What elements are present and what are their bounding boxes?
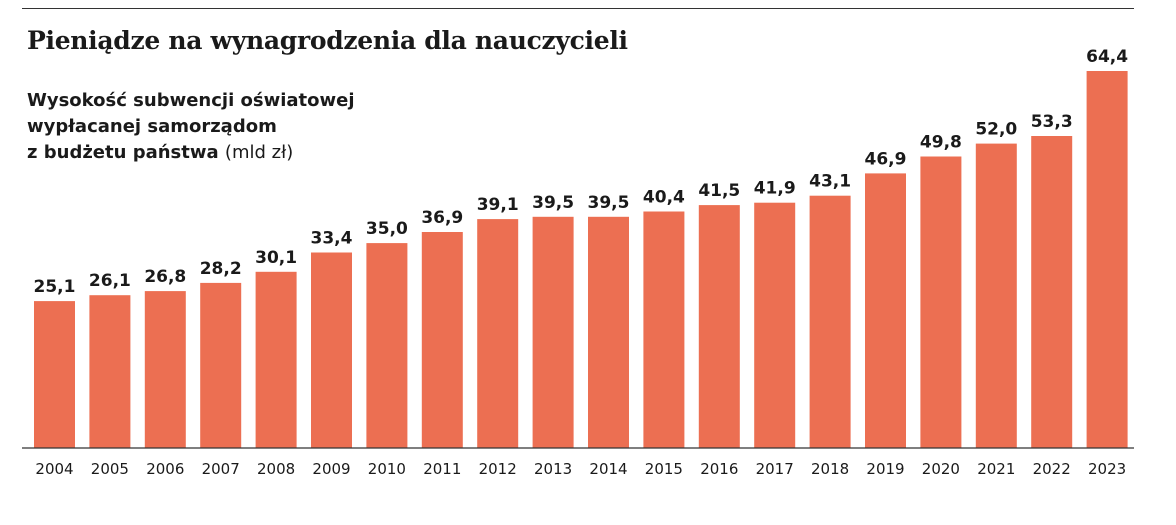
bar-2006: [144, 291, 186, 448]
value-label-2004: 25,1: [34, 277, 76, 297]
x-tick-label-2015: 2015: [645, 460, 683, 478]
subtitle-line-3: z budżetu państwa: [27, 142, 219, 163]
bar-2007: [200, 282, 242, 448]
bar-2016: [698, 205, 740, 448]
bar-2014: [588, 216, 629, 448]
x-tick-label-2020: 2020: [922, 460, 960, 478]
bars-group: [34, 71, 1128, 448]
value-label-2009: 33,4: [311, 229, 353, 249]
value-label-2010: 35,0: [366, 219, 408, 239]
value-label-2018: 43,1: [809, 172, 851, 192]
subtitle-line-2: wypłacanej samorządom: [27, 116, 277, 137]
value-label-2019: 46,9: [865, 149, 907, 169]
x-tick-label-2023: 2023: [1088, 460, 1126, 478]
x-tick-label-2008: 2008: [257, 460, 295, 478]
bar-2023: [1086, 71, 1128, 448]
x-tick-label-2018: 2018: [811, 460, 849, 478]
value-label-2021: 52,0: [975, 120, 1017, 140]
x-tick-label-2006: 2006: [146, 460, 184, 478]
value-label-2006: 26,8: [144, 267, 186, 287]
x-tick-label-2016: 2016: [700, 460, 738, 478]
unit-label: (mld zł): [224, 142, 294, 163]
value-label-2011: 36,9: [421, 208, 463, 228]
value-label-2016: 41,5: [698, 181, 740, 201]
x-tick-label-2014: 2014: [589, 460, 627, 478]
value-labels-group: 25,1 26,1 26,8 28,2 30,1 33,4 35,0 36,9 39,1 39,5…: [34, 47, 1129, 297]
value-label-2023: 64,4: [1086, 47, 1128, 67]
x-tick-label-2017: 2017: [756, 460, 794, 478]
value-label-2014: 39,5: [588, 193, 630, 213]
value-label-2008: 30,1: [255, 248, 297, 268]
bar-2011: [421, 232, 463, 448]
bar-2012: [477, 219, 519, 448]
bar-2009: [311, 252, 352, 448]
bar-2015: [643, 211, 685, 448]
value-label-2013: 39,5: [532, 193, 574, 213]
x-tick-label-2011: 2011: [423, 460, 461, 478]
bar-2010: [366, 243, 408, 448]
bar-2004: [34, 301, 75, 448]
x-tick-labels-group: 2004 2005 2006 2007 2008 2009 2010 2011 2012 2013…: [35, 460, 1126, 478]
bar-2018: [809, 195, 851, 448]
bar-2008: [255, 271, 297, 448]
value-label-2005: 26,1: [89, 271, 131, 291]
subtitle-line-1: Wysokość subwencji oświatowej: [27, 90, 355, 111]
x-tick-label-2012: 2012: [479, 460, 517, 478]
bar-2005: [89, 295, 131, 448]
x-tick-label-2009: 2009: [312, 460, 350, 478]
x-tick-label-2013: 2013: [534, 460, 572, 478]
bar-2020: [920, 156, 962, 448]
chart-title: Pieniądze na wynagrodzenia dla nauczycie…: [27, 26, 628, 55]
bar-2019: [865, 173, 906, 448]
top-rule: [22, 8, 1134, 9]
bar-2017: [754, 202, 796, 448]
x-tick-label-2004: 2004: [35, 460, 73, 478]
chart-subtitle: Wysokość subwencji oświatowej wypłacanej…: [27, 88, 387, 166]
bar-2021: [975, 143, 1017, 448]
value-label-2022: 53,3: [1031, 112, 1073, 132]
value-label-2015: 40,4: [643, 188, 685, 208]
value-label-2007: 28,2: [200, 259, 242, 279]
x-tick-label-2019: 2019: [866, 460, 904, 478]
value-label-2020: 49,8: [920, 133, 962, 153]
x-tick-label-2021: 2021: [977, 460, 1015, 478]
bar-2022: [1031, 136, 1073, 448]
x-tick-label-2022: 2022: [1033, 460, 1071, 478]
x-tick-label-2005: 2005: [91, 460, 129, 478]
value-label-2012: 39,1: [477, 195, 519, 215]
x-tick-label-2007: 2007: [202, 460, 240, 478]
x-tick-label-2010: 2010: [368, 460, 406, 478]
bar-2013: [532, 216, 574, 448]
value-label-2017: 41,9: [754, 179, 796, 199]
